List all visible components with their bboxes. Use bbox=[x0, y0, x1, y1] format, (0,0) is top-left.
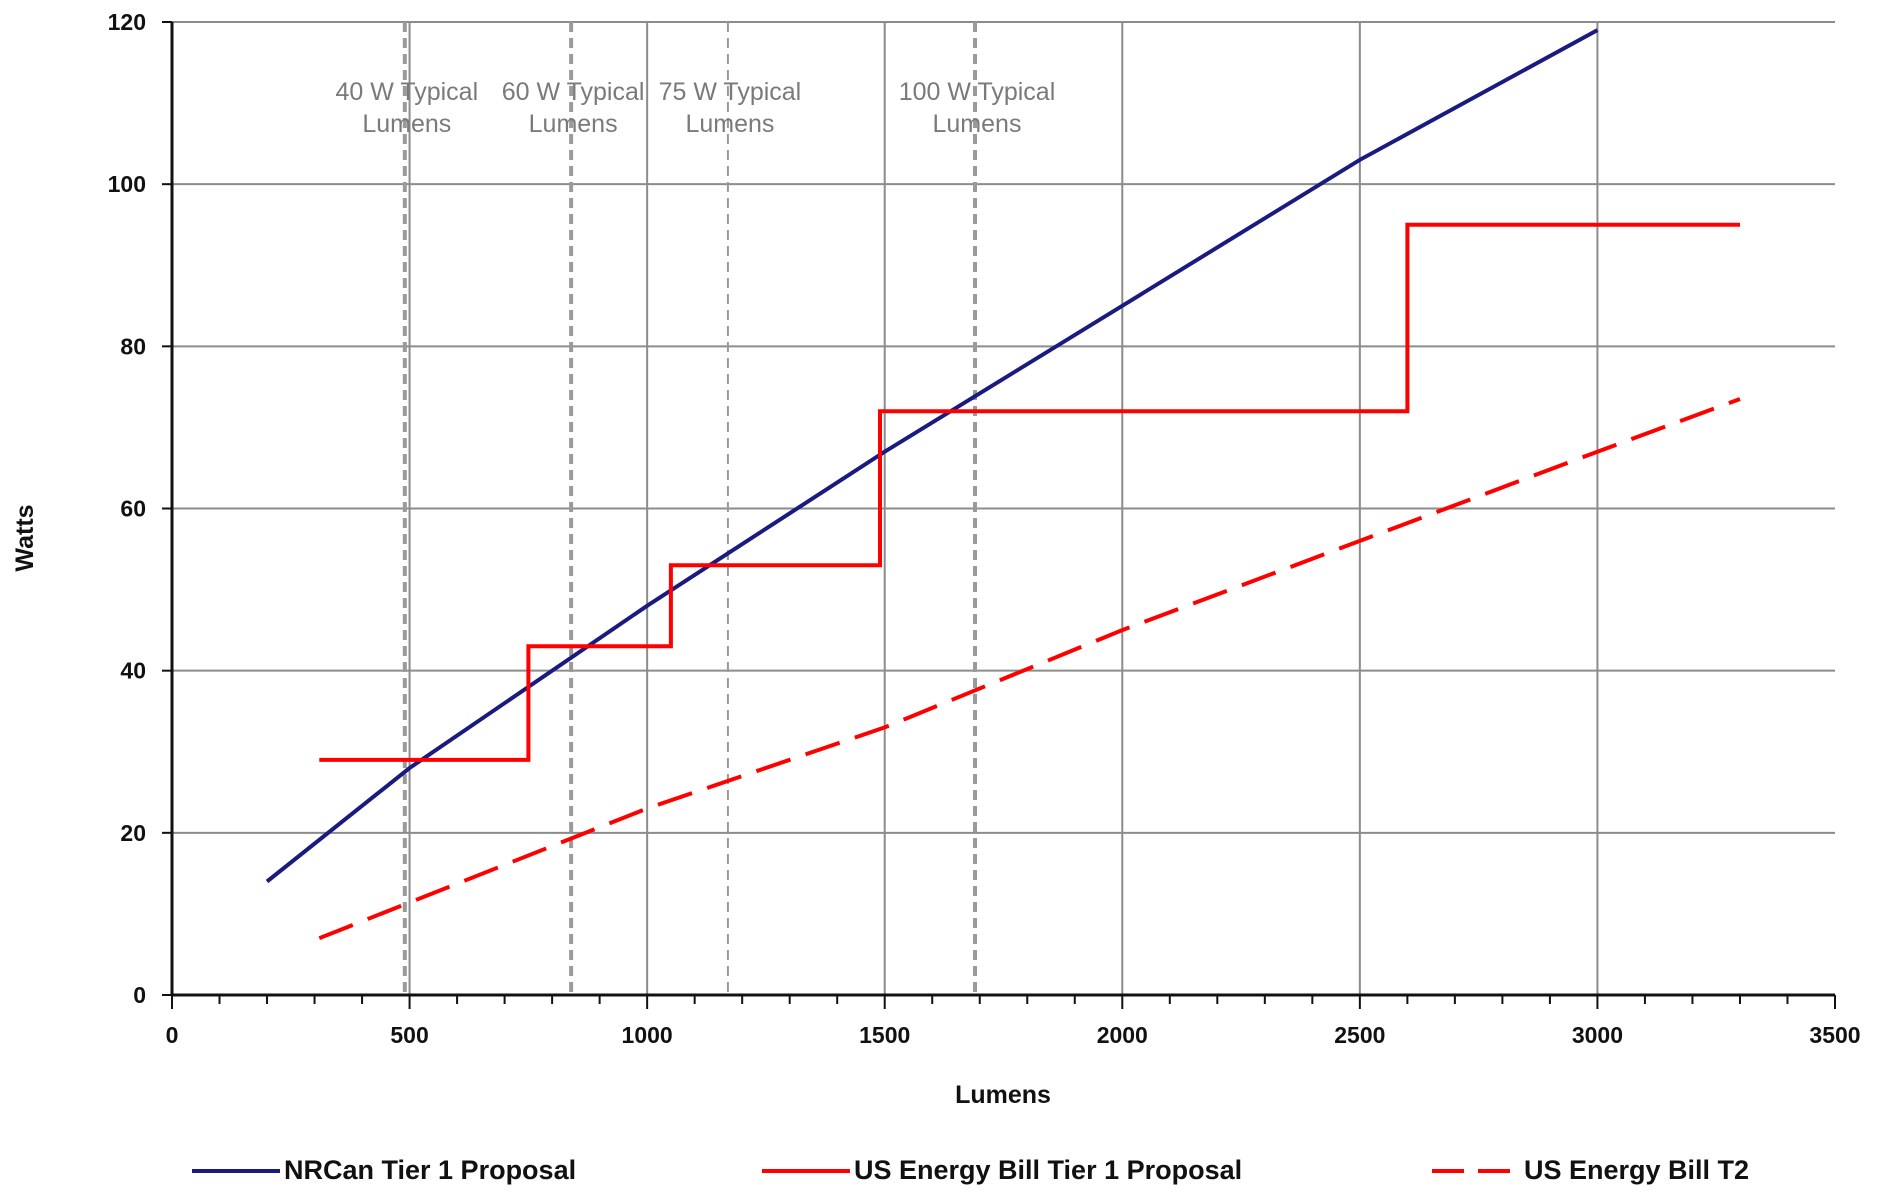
series-line-2 bbox=[319, 222, 1740, 762]
legend-label: US Energy Bill Tier 1 Proposal bbox=[854, 1155, 1242, 1185]
grid bbox=[172, 21, 1835, 995]
reference-label-line1: 75 W Typical bbox=[659, 78, 802, 106]
x-tick-label: 500 bbox=[390, 1022, 428, 1048]
series-lines bbox=[265, 28, 1741, 941]
legend: NRCan Tier 1 Proposal US Energy Bill Tier… bbox=[192, 1155, 1749, 1185]
x-tick-label: 1500 bbox=[859, 1022, 910, 1048]
axes: 0 20 40 60 80 100 120 0 500 1000 1500 2000 2500 3000 3… bbox=[108, 9, 1861, 1048]
legend-label: NRCan Tier 1 Proposal bbox=[284, 1155, 576, 1185]
x-tick-label: 2500 bbox=[1334, 1022, 1385, 1048]
y-tick-label: 0 bbox=[133, 982, 146, 1008]
x-tick-label: 0 bbox=[166, 1022, 179, 1048]
x-axis-title: Lumens bbox=[955, 1081, 1051, 1109]
y-tick-label: 40 bbox=[120, 658, 146, 684]
x-tick-label: 1000 bbox=[622, 1022, 673, 1048]
x-tick-label: 2000 bbox=[1097, 1022, 1148, 1048]
x-tick-label: 3000 bbox=[1572, 1022, 1623, 1048]
y-tick-label: 60 bbox=[120, 496, 146, 522]
legend-label: US Energy Bill T2 bbox=[1524, 1155, 1749, 1185]
y-axis-title: Watts bbox=[11, 504, 39, 571]
y-tick-label: 120 bbox=[108, 9, 146, 35]
series-line-3 bbox=[318, 397, 1741, 941]
reference-label-line1: 40 W Typical bbox=[335, 78, 478, 106]
reference-label-line2: Lumens bbox=[685, 110, 774, 138]
reference-label-line2: Lumens bbox=[933, 110, 1022, 138]
reference-lines: 40 W Typical Lumens 60 W Typical Lumens 75 W… bbox=[335, 22, 1055, 995]
y-tick-label: 100 bbox=[108, 171, 146, 197]
y-tick-label: 20 bbox=[120, 820, 146, 846]
reference-label-line1: 60 W Typical bbox=[502, 78, 645, 106]
reference-label-line1: 100 W Typical bbox=[899, 78, 1056, 106]
series-line-1 bbox=[265, 28, 1599, 884]
x-tick-label: 3500 bbox=[1809, 1022, 1860, 1048]
reference-label-line2: Lumens bbox=[529, 110, 618, 138]
y-tick-label: 80 bbox=[120, 333, 146, 359]
reference-label-line2: Lumens bbox=[362, 110, 451, 138]
